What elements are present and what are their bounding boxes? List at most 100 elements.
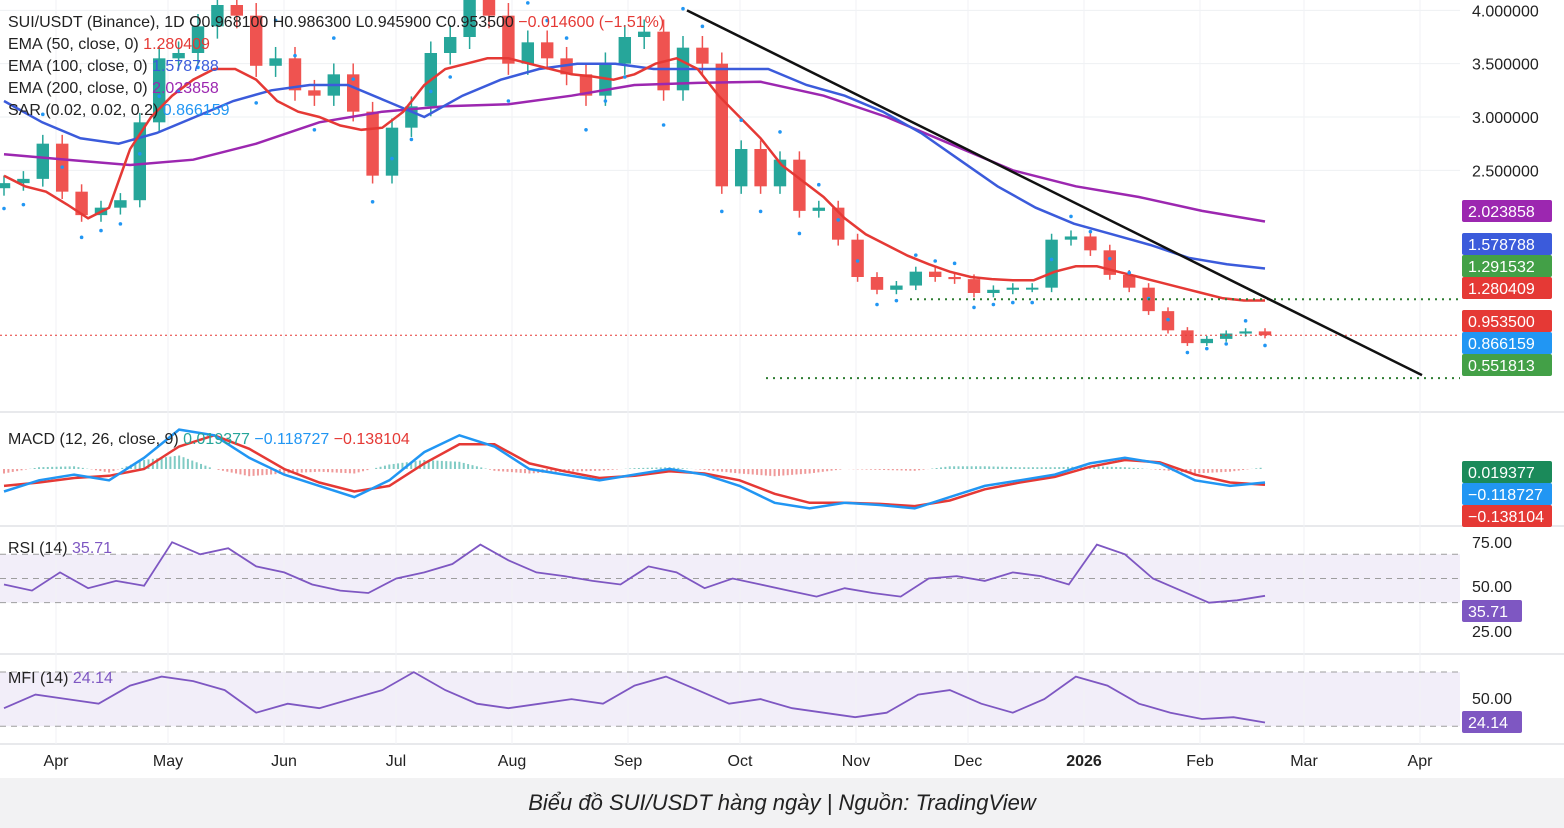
candle-body [987,289,1000,293]
candle-body [696,47,709,64]
candle-body [1219,333,1233,339]
candle-body [17,178,30,184]
x-tick-label: Apr [44,753,70,770]
indicator-legend: EMA (200, close, 0) 2.023858 [8,80,219,97]
sar-dot [138,152,142,156]
sar-dot [429,89,433,94]
candle-body [637,31,651,37]
candle-body [346,74,360,112]
sar-dot [21,202,26,207]
symbol-header: SUI/USDT (Binance), 1D O0.968100 H0.9863… [8,14,664,31]
sar-dot [41,112,45,117]
candle-body [0,183,11,189]
macd-legend-value: 0.019377 [183,431,254,448]
x-tick-label: May [153,753,183,770]
sar-dot [157,94,161,98]
chart-svg: 4.000000 3.500000 3.000000 2.500000 Apr May Ju… [0,0,1564,770]
price-label: 0.551813 [1468,358,1535,375]
x-tick-label: 2026 [1066,753,1102,770]
candle-body [172,53,185,59]
candle-body [967,279,981,293]
candle-body [1084,236,1097,251]
candle-body [269,58,282,66]
sar-dot [1243,319,1248,323]
sar-dot [60,165,64,169]
sar-dot [79,235,84,240]
price-label-bg [1462,310,1552,332]
sar-dot [758,209,763,214]
sar-dot [914,253,918,257]
candle-body [385,127,399,176]
sar-dot [506,99,511,103]
candle-body [1200,338,1214,344]
ema100-line [3,62,1266,270]
indicator-legend-value: 0.866159 [163,102,230,119]
candle-body [308,90,321,96]
rsi-tick-label: 25.00 [1472,624,1512,641]
indicator-legend-value: 1.280409 [143,36,210,53]
sar-dot [351,77,356,81]
ema200-line [3,80,1266,223]
candle-body [211,5,224,27]
candle-body [1258,331,1272,336]
candle-body [191,26,205,53]
macd-label-bg [1462,461,1552,483]
price-label: 0.866159 [1468,336,1535,353]
x-tick-label: Oct [728,753,753,770]
sar-dot [1108,256,1112,261]
sar-dot [1185,350,1190,355]
price-tick-label: 2.500000 [1472,163,1539,180]
sar-dot [855,259,860,263]
sar-dot [1049,257,1054,262]
sar-dot [972,305,976,310]
macd-label-bg [1462,505,1552,527]
candle-body [890,285,903,290]
sar-dot [933,259,937,263]
rsi-legend: RSI (14) 35.71 [8,540,112,557]
price-label: 1.291532 [1468,259,1535,276]
candle-body [502,15,515,64]
indicator-legend: SAR (0.02, 0.02, 0.2) 0.866159 [8,102,230,119]
sar-dot [273,18,278,23]
symbol-header-part: SUI/USDT (Binance), 1D [8,14,185,31]
candle-body [851,239,864,277]
rsi-tick-label: 50.00 [1472,579,1512,596]
rsi-label: 35.71 [1468,604,1508,621]
sar-dot [176,89,181,94]
sar-dot [1011,300,1015,305]
candle-body [1025,287,1039,290]
x-tick-label: Jul [386,753,406,770]
sar-dot [1205,346,1209,351]
macd-label: −0.118727 [1468,487,1543,504]
sar-dot [448,75,453,79]
sar-dot [2,206,6,211]
chart-caption: Biểu đồ SUI/USDT hàng ngày | Nguồn: Trad… [528,790,1036,815]
sar-dot [875,302,879,307]
price-label-bg [1462,255,1552,277]
candle-body [1045,239,1058,288]
mfi-label-bg [1462,711,1522,733]
x-tick-label: Apr [1408,753,1434,770]
ema50-line [3,56,1265,302]
indicator-legend: EMA (100, close, 0) 1.578788 [8,58,219,75]
sar-dot [836,218,840,222]
sar-dot [293,53,297,58]
sar-dot [332,36,336,40]
price-label: 2.023858 [1468,204,1535,221]
sar-dot [312,128,317,132]
macd-line [3,428,1266,510]
candle-body [540,42,554,59]
sar-dot [778,130,782,134]
x-tick-label: Sep [614,753,643,770]
mfi-line [3,671,1266,724]
sar-dot [894,298,899,303]
price-label-bg [1462,354,1552,376]
caption-bar: Biểu đồ SUI/USDT hàng ngày | Nguồn: Trad… [0,778,1564,828]
symbol-header-part: L0.945900 [351,14,431,31]
sar-dot [1166,317,1170,322]
candle-body [1181,330,1194,344]
sar-dot [99,228,103,233]
sar-dot [1263,343,1267,348]
sar-dot [118,222,123,226]
sar-dot [526,1,530,5]
